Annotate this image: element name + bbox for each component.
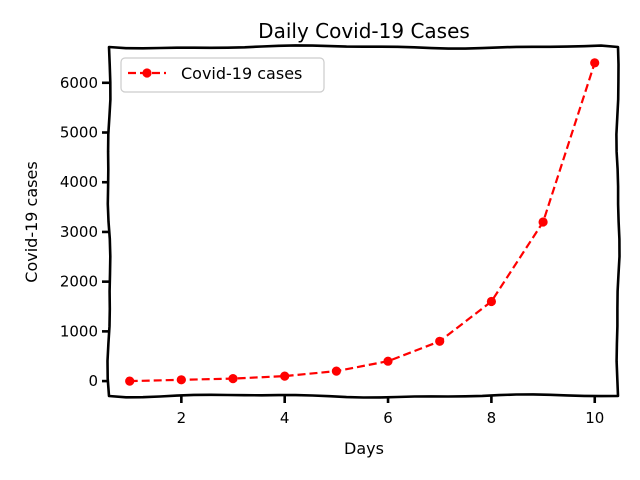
series-layer bbox=[125, 58, 600, 386]
legend-label: Covid-19 cases bbox=[181, 64, 302, 83]
y-axis-label: Covid-19 cases bbox=[22, 161, 41, 282]
x-tick-label: 4 bbox=[280, 409, 290, 427]
legend-marker bbox=[142, 68, 152, 78]
y-tick-label: 6000 bbox=[60, 74, 98, 92]
y-tick-label: 2000 bbox=[60, 273, 98, 291]
data-point bbox=[176, 375, 186, 385]
x-tick-label: 2 bbox=[177, 409, 187, 427]
x-tick-label: 8 bbox=[487, 409, 497, 427]
y-tick-label: 3000 bbox=[60, 223, 98, 241]
plot-frame bbox=[106, 44, 621, 399]
data-point bbox=[590, 58, 600, 68]
y-tick-label: 4000 bbox=[60, 173, 98, 191]
series-line bbox=[129, 62, 596, 383]
legend: Covid-19 cases bbox=[120, 57, 325, 93]
x-axis-label: Days bbox=[344, 439, 384, 458]
data-point bbox=[383, 356, 393, 366]
x-tick-label: 10 bbox=[585, 409, 604, 427]
y-tick-label: 5000 bbox=[60, 124, 98, 142]
legend-box bbox=[120, 57, 325, 93]
x-tick-label: 6 bbox=[383, 409, 393, 427]
data-point bbox=[538, 217, 548, 227]
y-axis-ticks: 0 1000 2000 3000 4000 5000 6000 bbox=[60, 74, 109, 390]
y-tick-label: 0 bbox=[88, 372, 98, 390]
x-axis-ticks: 2 4 6 8 10 bbox=[177, 396, 604, 427]
data-point bbox=[125, 376, 135, 386]
y-tick-label: 1000 bbox=[60, 322, 98, 340]
data-point bbox=[486, 296, 496, 307]
data-point bbox=[331, 366, 341, 376]
data-point bbox=[435, 336, 445, 346]
data-point bbox=[228, 374, 238, 384]
data-point bbox=[280, 371, 290, 381]
chart-title: Daily Covid-19 Cases bbox=[258, 19, 470, 43]
